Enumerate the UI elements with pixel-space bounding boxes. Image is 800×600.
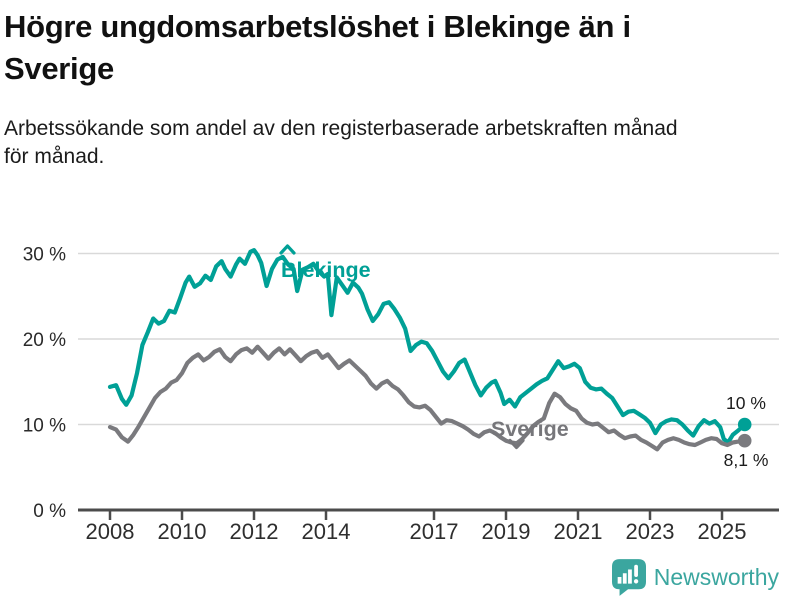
y-tick-label: 30 % xyxy=(23,245,66,266)
series-line-blekinge xyxy=(107,248,747,445)
series-label-blekinge: Blekinge xyxy=(281,258,371,282)
end-dot-sverige xyxy=(737,433,752,448)
end-dot-blekinge xyxy=(737,417,752,432)
page-subtitle: Arbetssökande som andel av den registerb… xyxy=(4,117,678,168)
x-tick-label: 2008 xyxy=(86,519,135,544)
annotation-layer: Blekinge Sverige 10 % 8,1 % xyxy=(279,244,769,470)
x-tick-label: 2010 xyxy=(158,519,207,544)
x-tick-label: 2019 xyxy=(482,519,531,544)
end-value-label-sverige: 8,1 % xyxy=(724,450,769,470)
axis-layer: 2008 2010 2012 2014 2017 2019 2021 2023 2025 xyxy=(78,508,779,544)
x-tick-label: 2021 xyxy=(554,519,603,544)
x-tick-label: 2017 xyxy=(410,519,459,544)
caret-up-icon xyxy=(279,244,296,255)
grid-layer: 0 % 10 % 20 % 30 % xyxy=(23,245,779,522)
caret-down-icon xyxy=(508,438,525,450)
series-line-sverige xyxy=(107,344,747,452)
x-tick-label: 2012 xyxy=(230,519,279,544)
page-title: Högre ungdomsarbetslöshet i Blekinge än … xyxy=(4,9,631,86)
y-tick-label: 10 % xyxy=(23,416,66,437)
series-label-sverige: Sverige xyxy=(491,417,569,441)
x-tick-label: 2023 xyxy=(626,519,675,544)
y-tick-label: 0 % xyxy=(33,501,66,522)
newsworthy-logo[interactable]: Newsworthy xyxy=(611,559,779,596)
end-value-label-blekinge: 10 % xyxy=(726,393,766,413)
x-tick-label: 2025 xyxy=(698,519,747,544)
series-layer xyxy=(107,248,752,452)
x-tick-label: 2014 xyxy=(302,519,351,544)
newsworthy-logo-text: Newsworthy xyxy=(653,564,779,590)
y-tick-label: 20 % xyxy=(23,330,66,351)
newsworthy-logo-icon xyxy=(611,559,646,596)
